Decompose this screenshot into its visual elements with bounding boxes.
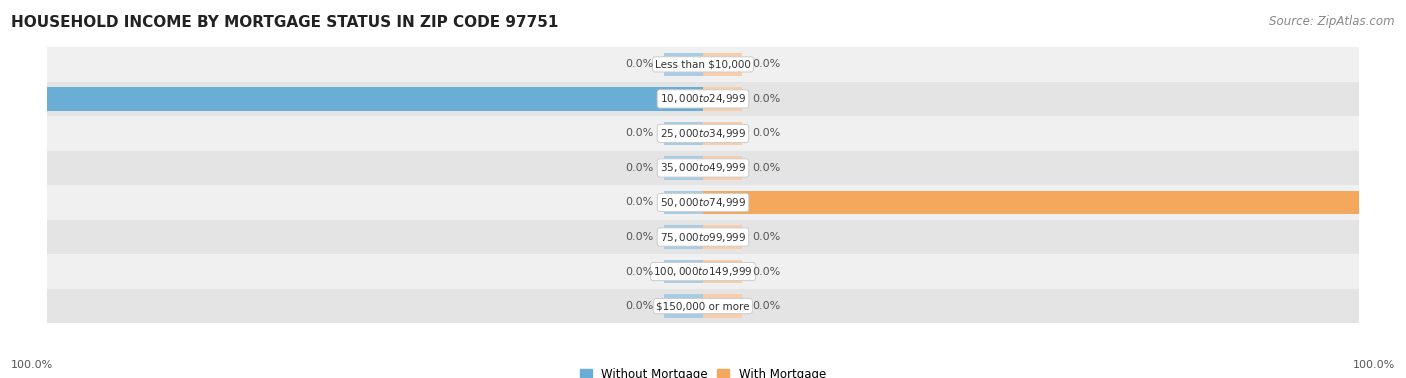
- Bar: [46, 254, 1360, 289]
- Bar: [46, 151, 1360, 185]
- Text: 0.0%: 0.0%: [752, 232, 780, 242]
- Text: 0.0%: 0.0%: [752, 59, 780, 69]
- Bar: [703, 225, 742, 249]
- Text: 100.0%: 100.0%: [1369, 197, 1406, 208]
- Bar: [703, 53, 742, 76]
- Text: 0.0%: 0.0%: [626, 232, 654, 242]
- Bar: [46, 82, 1360, 116]
- Bar: [664, 294, 703, 318]
- Text: $35,000 to $49,999: $35,000 to $49,999: [659, 161, 747, 175]
- Text: $10,000 to $24,999: $10,000 to $24,999: [659, 92, 747, 105]
- Text: Source: ZipAtlas.com: Source: ZipAtlas.com: [1270, 15, 1395, 28]
- Bar: [664, 53, 703, 76]
- Text: 0.0%: 0.0%: [626, 59, 654, 69]
- Bar: [46, 47, 1360, 82]
- Bar: [46, 116, 1360, 151]
- Bar: [703, 156, 742, 180]
- Text: $50,000 to $74,999: $50,000 to $74,999: [659, 196, 747, 209]
- Text: 0.0%: 0.0%: [626, 129, 654, 138]
- Text: $100,000 to $149,999: $100,000 to $149,999: [654, 265, 752, 278]
- Bar: [703, 260, 742, 283]
- Bar: [664, 191, 703, 214]
- Text: $25,000 to $34,999: $25,000 to $34,999: [659, 127, 747, 140]
- Text: 100.0%: 100.0%: [0, 94, 37, 104]
- Bar: [703, 122, 742, 145]
- Text: 0.0%: 0.0%: [626, 163, 654, 173]
- Text: $75,000 to $99,999: $75,000 to $99,999: [659, 231, 747, 243]
- Text: 0.0%: 0.0%: [752, 301, 780, 311]
- Text: Less than $10,000: Less than $10,000: [655, 59, 751, 69]
- Text: 0.0%: 0.0%: [626, 266, 654, 277]
- Bar: [46, 220, 1360, 254]
- Bar: [664, 122, 703, 145]
- Bar: [664, 260, 703, 283]
- Bar: [703, 87, 742, 111]
- Text: 0.0%: 0.0%: [752, 163, 780, 173]
- Bar: [664, 156, 703, 180]
- Legend: Without Mortgage, With Mortgage: Without Mortgage, With Mortgage: [581, 368, 825, 378]
- Text: 0.0%: 0.0%: [752, 94, 780, 104]
- Text: 100.0%: 100.0%: [11, 361, 53, 370]
- Bar: [664, 225, 703, 249]
- Text: 100.0%: 100.0%: [1353, 361, 1395, 370]
- Text: $150,000 or more: $150,000 or more: [657, 301, 749, 311]
- Text: 0.0%: 0.0%: [752, 266, 780, 277]
- Bar: [703, 294, 742, 318]
- Bar: [46, 289, 1360, 323]
- Bar: [703, 191, 1360, 214]
- Text: HOUSEHOLD INCOME BY MORTGAGE STATUS IN ZIP CODE 97751: HOUSEHOLD INCOME BY MORTGAGE STATUS IN Z…: [11, 15, 558, 30]
- Text: 0.0%: 0.0%: [752, 129, 780, 138]
- Text: 0.0%: 0.0%: [626, 301, 654, 311]
- Bar: [46, 185, 1360, 220]
- Text: 0.0%: 0.0%: [626, 197, 654, 208]
- Bar: [46, 87, 703, 111]
